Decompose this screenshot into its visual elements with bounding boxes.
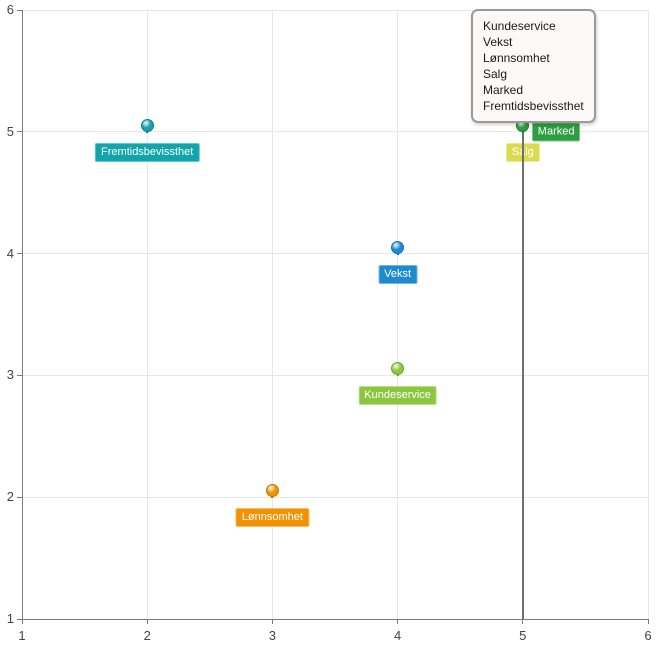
y-tick-label: 5 [6,123,14,139]
x-tick-mark [21,619,23,624]
point-label-vekst: Vekst [378,264,418,284]
gridline-vertical [647,10,649,619]
x-tick-mark [397,619,399,624]
x-axis-line [22,618,649,620]
y-tick-label: 6 [6,2,14,17]
y-tick-mark [17,9,22,11]
point-label-lonnsomhet: Lønnsomhet [235,508,309,528]
gridline-horizontal [22,9,648,11]
tooltip: Kundeservice Vekst Lønnsomhet Salg Marked Fre… [471,9,596,123]
gridline-vertical [271,10,273,619]
y-tick-label: 4 [6,245,14,261]
x-tick-label: 6 [644,628,652,643]
gridline-vertical [146,10,148,619]
x-tick-mark [271,619,273,624]
x-tick-label: 2 [143,628,151,643]
y-tick-label: 1 [6,611,14,626]
point-label-marked: Marked [531,122,581,142]
point-label-fremtidsbevissthet: Fremtidsbevissthet [95,142,200,162]
x-tick-label: 3 [268,628,276,643]
tooltip-item: Salg [483,67,508,81]
x-tick-label: 1 [18,628,26,643]
x-tick-label: 4 [393,628,402,643]
tooltip-item: Lønnsomhet [483,51,550,65]
crosshair-line [521,110,524,619]
y-tick-mark [17,131,22,133]
y-tick-label: 3 [6,367,14,383]
data-point-lonnsomhet[interactable] [265,484,279,498]
y-tick-mark [17,496,22,498]
gridline-horizontal [22,374,648,376]
x-tick-mark [647,619,649,624]
x-tick-label: 5 [519,628,527,643]
tooltip-item: Vekst [483,35,513,49]
y-tick-mark [17,618,22,620]
tooltip-item: Kundeservice [483,19,556,33]
point-label-kundeservice: Kundeservice [358,386,437,406]
tooltip-item: Fremtidsbevissthet [483,99,584,113]
y-axis-line [21,10,23,619]
y-tick-mark [17,374,22,376]
y-tick-mark [17,253,22,255]
gridline-horizontal [22,496,648,498]
gridline-vertical [397,10,399,619]
tooltip-list: Kundeservice Vekst Lønnsomhet Salg Marked Fre… [483,18,584,114]
x-tick-mark [146,619,148,624]
data-point-vekst[interactable] [391,240,405,254]
y-tick-label: 2 [6,489,14,505]
tooltip-item: Marked [483,83,524,97]
gridline-horizontal [22,131,648,133]
data-point-fremtidsbevissthet[interactable] [140,118,154,132]
x-tick-mark [522,619,524,624]
gridline-horizontal [22,253,648,255]
data-point-kundeservice[interactable] [391,362,405,376]
